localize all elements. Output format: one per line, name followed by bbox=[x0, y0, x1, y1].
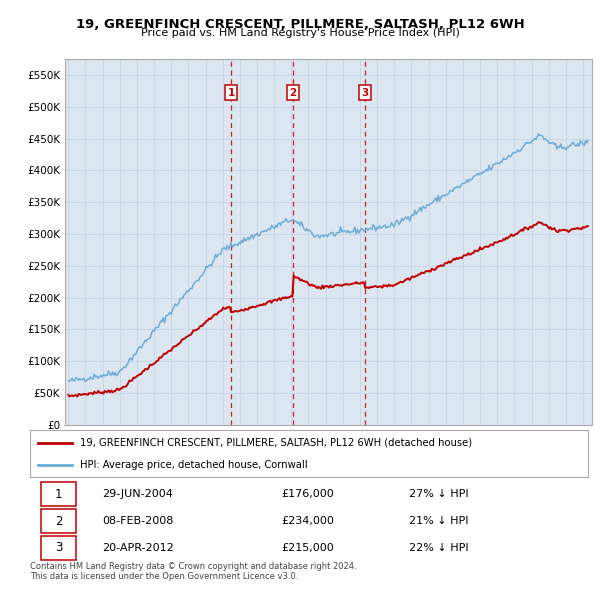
Text: 08-FEB-2008: 08-FEB-2008 bbox=[103, 516, 174, 526]
Text: £215,000: £215,000 bbox=[281, 543, 334, 553]
Text: 21% ↓ HPI: 21% ↓ HPI bbox=[409, 516, 469, 526]
Text: 20-APR-2012: 20-APR-2012 bbox=[103, 543, 174, 553]
Text: £176,000: £176,000 bbox=[281, 489, 334, 499]
FancyBboxPatch shape bbox=[41, 509, 76, 533]
Text: 3: 3 bbox=[55, 542, 62, 555]
Text: 2: 2 bbox=[55, 514, 62, 527]
Text: 2: 2 bbox=[289, 88, 296, 98]
FancyBboxPatch shape bbox=[41, 536, 76, 560]
Text: 27% ↓ HPI: 27% ↓ HPI bbox=[409, 489, 469, 499]
Text: 29-JUN-2004: 29-JUN-2004 bbox=[103, 489, 173, 499]
FancyBboxPatch shape bbox=[41, 482, 76, 506]
Text: £234,000: £234,000 bbox=[281, 516, 334, 526]
Text: 19, GREENFINCH CRESCENT, PILLMERE, SALTASH, PL12 6WH (detached house): 19, GREENFINCH CRESCENT, PILLMERE, SALTA… bbox=[80, 438, 472, 448]
Text: This data is licensed under the Open Government Licence v3.0.: This data is licensed under the Open Gov… bbox=[30, 572, 298, 581]
Text: Contains HM Land Registry data © Crown copyright and database right 2024.: Contains HM Land Registry data © Crown c… bbox=[30, 562, 356, 571]
Text: 22% ↓ HPI: 22% ↓ HPI bbox=[409, 543, 469, 553]
Text: 19, GREENFINCH CRESCENT, PILLMERE, SALTASH, PL12 6WH: 19, GREENFINCH CRESCENT, PILLMERE, SALTA… bbox=[76, 18, 524, 31]
Text: 1: 1 bbox=[55, 488, 62, 501]
Text: HPI: Average price, detached house, Cornwall: HPI: Average price, detached house, Corn… bbox=[80, 460, 308, 470]
Text: Price paid vs. HM Land Registry's House Price Index (HPI): Price paid vs. HM Land Registry's House … bbox=[140, 28, 460, 38]
Text: 3: 3 bbox=[361, 88, 369, 98]
Text: 1: 1 bbox=[227, 88, 235, 98]
